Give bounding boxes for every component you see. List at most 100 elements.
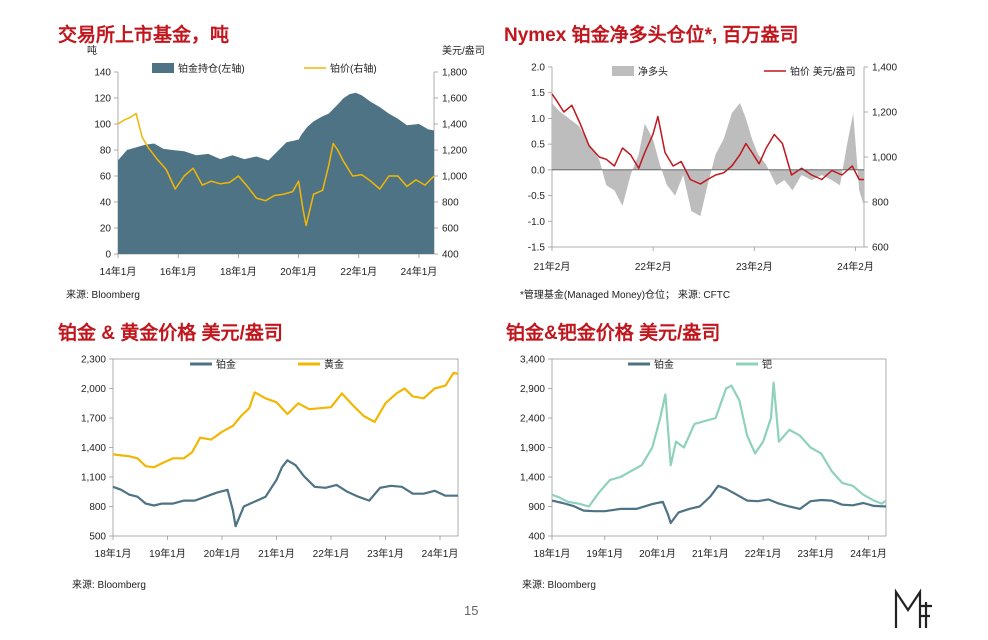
y-tick-label: 40 (100, 198, 112, 209)
x-tick-label: 21年1月 (692, 547, 729, 560)
y-right-tick-label: 1,000 (442, 172, 467, 183)
y-tick-label: 0 (105, 250, 111, 261)
x-tick-label: 14年1月 (100, 265, 137, 278)
y-tick-label: 2,900 (520, 384, 545, 395)
x-tick-label: 22年1月 (745, 547, 782, 560)
pt-au-title: 铂金 & 黄金价格 美元/盎司 (58, 323, 283, 344)
series-line-1 (551, 93, 864, 185)
series-line-1 (112, 371, 459, 469)
legend-label: 铂金 (216, 358, 236, 371)
x-tick-label: 23年2月 (736, 260, 773, 273)
x-tick-label: 19年1月 (149, 547, 186, 560)
etf-chart: 0 20 40 60 80 100 120 140 400 600 800 1,000 1,200 1,4… (87, 44, 485, 278)
y-tick-label: 1,400 (520, 473, 545, 484)
x-tick-label: 20年1月 (639, 547, 676, 560)
x-tick-label: 18年1月 (534, 547, 571, 560)
etf-panel: 交易所上市基金，吨 0 20 40 60 80 100 120 140 400 600 800 1,0… (0, 0, 494, 310)
y-tick-label: 60 (100, 172, 112, 183)
y-tick-label: 140 (94, 68, 111, 79)
y-right-tick-label: 1,200 (872, 108, 897, 119)
y-tick-label: 1,900 (520, 443, 545, 454)
y-tick-label: 400 (528, 532, 545, 543)
y-tick-label: -1.5 (528, 243, 546, 254)
legend-swatch (152, 63, 174, 73)
y-left-axis-label: 吨 (87, 44, 97, 57)
pt-pd-panel: 铂金&钯金价格 美元/盎司 400 900 1,400 1,900 2,400 2,900… (494, 310, 988, 620)
x-tick-label: 22年1月 (313, 547, 350, 560)
plot-frame (551, 358, 887, 537)
y-tick-label: 800 (89, 502, 106, 513)
y-tick-label: 0.5 (531, 140, 545, 151)
y-tick-label: 0.0 (531, 165, 545, 176)
x-tick-label: 23年1月 (367, 547, 404, 560)
nymex-chart: -1.5 -1.0 -0.5 0.0 0.5 1.0 1.5 2.0 600 800 1,000 1,… (528, 63, 898, 274)
etf-title: 交易所上市基金，吨 (58, 25, 230, 46)
x-tick-label: 18年1月 (220, 265, 257, 278)
y-tick-label: 1.0 (531, 114, 545, 125)
etf-source: 来源: Bloomberg (66, 290, 140, 301)
page-number: 15 (464, 603, 479, 618)
y-right-axis-label: 美元/盎司 (442, 44, 485, 57)
legend-label: 钯 (762, 359, 772, 371)
y-tick-label: -1.0 (528, 217, 546, 228)
y-tick-label: 2,400 (520, 414, 545, 425)
y-tick-label: 120 (94, 94, 111, 105)
y-right-tick-label: 600 (442, 224, 459, 235)
y-tick-label: 2.0 (531, 63, 545, 74)
legend-label: 铂金持仓(左轴) (178, 62, 245, 75)
y-right-tick-label: 600 (872, 243, 889, 254)
legend-label: 铂价 美元/盎司 (790, 65, 856, 78)
y-tick-label: 80 (100, 146, 112, 157)
y-tick-label: 900 (528, 502, 545, 513)
pt-au-chart: 500 800 1,100 1,400 1,700 2,000 2,300 18年1月 19年1… (81, 355, 459, 560)
x-tick-label: 23年1月 (797, 547, 834, 560)
legend-label: 净多头 (638, 65, 668, 78)
y-right-tick-label: 1,600 (442, 94, 467, 105)
pt-pd-source: 来源: Bloomberg (522, 580, 596, 591)
x-tick-label: 18年1月 (95, 547, 132, 560)
y-right-tick-label: 1,200 (442, 146, 467, 157)
y-tick-label: 1,400 (81, 443, 106, 454)
x-tick-label: 21年2月 (534, 260, 571, 273)
x-tick-label: 22年1月 (340, 265, 377, 278)
legend-swatch (612, 66, 634, 76)
series-area-0 (118, 92, 434, 254)
series-line-1 (117, 112, 435, 227)
y-tick-label: 1,100 (81, 473, 106, 484)
y-tick-label: 1,700 (81, 414, 106, 425)
x-tick-label: 24年1月 (850, 547, 887, 560)
series-line-0 (551, 484, 887, 525)
y-tick-label: 500 (89, 532, 106, 543)
x-tick-label: 21年1月 (258, 547, 295, 560)
y-tick-label: 2,000 (81, 384, 106, 395)
y-tick-label: -0.5 (528, 191, 546, 202)
series-line-1 (551, 381, 887, 508)
y-tick-label: 3,400 (520, 355, 545, 366)
x-tick-label: 24年1月 (422, 547, 459, 560)
plot-frame (112, 358, 459, 537)
pt-au-panel: 铂金 & 黄金价格 美元/盎司 500 800 1,100 1,400 1,700 2,0… (0, 310, 494, 620)
legend-label: 铂金 (654, 358, 674, 371)
x-tick-label: 22年2月 (635, 260, 672, 273)
y-tick-label: 1.5 (531, 88, 545, 99)
x-tick-label: 24年2月 (837, 260, 874, 273)
nymex-panel: Nymex 铂金净多头仓位*, 百万盎司 -1.5 -1.0 -0.5 0.0 0.5 1… (494, 0, 988, 310)
pt-au-source: 来源: Bloomberg (72, 580, 146, 591)
y-right-tick-label: 1,400 (442, 120, 467, 131)
nymex-title: Nymex 铂金净多头仓位*, 百万盎司 (504, 25, 799, 46)
y-tick-label: 100 (94, 120, 111, 131)
y-right-tick-label: 800 (442, 198, 459, 209)
y-right-tick-label: 1,400 (872, 63, 897, 74)
y-tick-label: 20 (100, 224, 112, 235)
pt-pd-title: 铂金&钯金价格 美元/盎司 (506, 323, 721, 344)
legend-label: 铂价(右轴) (330, 62, 377, 75)
y-right-tick-label: 800 (872, 198, 889, 209)
y-right-tick-label: 400 (442, 250, 459, 261)
x-tick-label: 20年1月 (204, 547, 241, 560)
x-tick-label: 24年1月 (401, 265, 438, 278)
x-tick-label: 20年1月 (280, 265, 317, 278)
mf-logo: MF (894, 588, 932, 628)
y-tick-label: 2,300 (81, 355, 106, 366)
pt-pd-chart: 400 900 1,400 1,900 2,400 2,900 3,400 18年1月 19年1… (520, 355, 887, 561)
series-line-0 (112, 459, 458, 528)
